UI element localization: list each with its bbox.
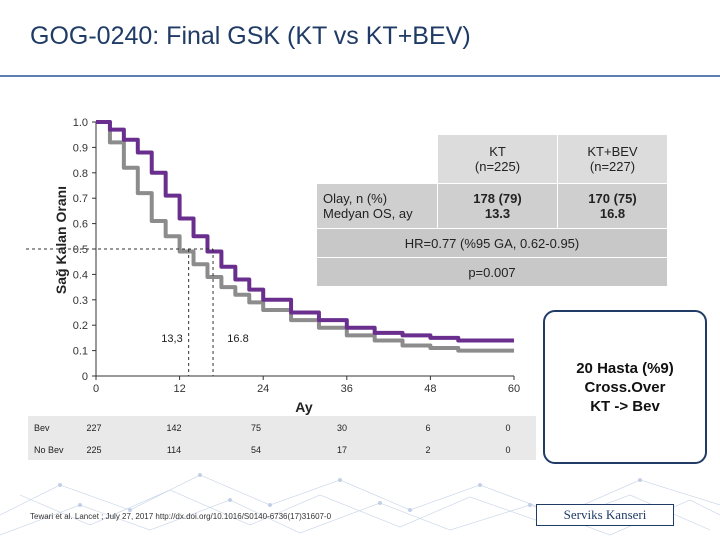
brand-label: Serviks Kanseri <box>536 504 674 526</box>
risk-cell: 75 <box>251 423 261 433</box>
crossover-callout: 20 Hasta (%9) Cross.Over KT -> Bev <box>543 310 707 464</box>
risk-cell: 227 <box>86 423 101 433</box>
crossover-callout-text: 20 Hasta (%9) Cross.Over KT -> Bev <box>576 359 674 415</box>
x-tick-label: 12 <box>173 383 185 395</box>
risk-cell: 30 <box>337 423 347 433</box>
y-tick-label: 0.2 <box>73 320 88 332</box>
title-divider <box>0 75 720 77</box>
stats-hr: HR=0.77 (%95 GA, 0.62-0.95) <box>316 228 668 258</box>
y-tick-label: 0.4 <box>73 269 88 281</box>
x-tick-label: 0 <box>93 383 99 395</box>
risk-table-background <box>28 416 536 460</box>
stats-p-value: p=0.007 <box>316 257 668 287</box>
risk-cell: 0 <box>505 445 510 455</box>
series-line-kt-bev <box>96 120 514 343</box>
risk-cell: 225 <box>86 445 101 455</box>
y-tick-label: 0.7 <box>73 193 88 205</box>
stats-kt-bev-value: 170 (75) 16.8 <box>557 183 668 229</box>
x-tick-label: 48 <box>424 383 436 395</box>
slide-title: GOG-0240: Final GSK (KT vs KT+BEV) <box>30 22 471 50</box>
y-tick-label: 0.5 <box>73 244 88 256</box>
stats-kt-value: 178 (79) 13.3 <box>437 183 558 229</box>
y-tick-label: 0.3 <box>73 295 88 307</box>
reference-citation: Tewari et al. Lancet ; July 27, 2017 htt… <box>30 512 332 521</box>
stats-header-kt-bev: KT+BEV (n=227) <box>557 134 668 184</box>
risk-cell: 0 <box>505 423 510 433</box>
x-tick-label: 24 <box>257 383 269 395</box>
stats-row-label: Olay, n (%) Medyan OS, ay <box>316 183 438 229</box>
risk-cell: 142 <box>166 423 181 433</box>
risk-cell: 6 <box>425 423 430 433</box>
stats-blank-cell <box>316 134 438 184</box>
y-axis-title: Sağ Kalan Oranı <box>53 186 69 294</box>
risk-row-label: No Bev <box>34 445 64 455</box>
median-label-kt: 13,3 <box>161 333 182 345</box>
risk-row-label: Bev <box>34 423 50 433</box>
x-tick-label: 36 <box>341 383 353 395</box>
risk-cell: 2 <box>425 445 430 455</box>
y-tick-label: 0.8 <box>73 168 88 180</box>
median-label-kt-bev: 16.8 <box>227 333 248 345</box>
risk-cell: 17 <box>337 445 347 455</box>
y-tick-label: 1.0 <box>73 117 88 129</box>
y-tick-label: 0.1 <box>73 346 88 358</box>
x-tick-label: 60 <box>508 383 520 395</box>
risk-cell: 114 <box>167 445 181 455</box>
risk-cell: 54 <box>251 445 261 455</box>
y-tick-label: 0 <box>82 371 88 383</box>
y-tick-label: 0.6 <box>73 219 88 231</box>
stats-header-kt: KT (n=225) <box>437 134 558 184</box>
y-tick-label: 0.9 <box>73 142 88 154</box>
stats-table: KT (n=225) KT+BEV (n=227) Olay, n (%) Me… <box>316 134 668 287</box>
x-axis-title: Ay <box>295 399 313 415</box>
series-line-kt <box>96 120 514 353</box>
